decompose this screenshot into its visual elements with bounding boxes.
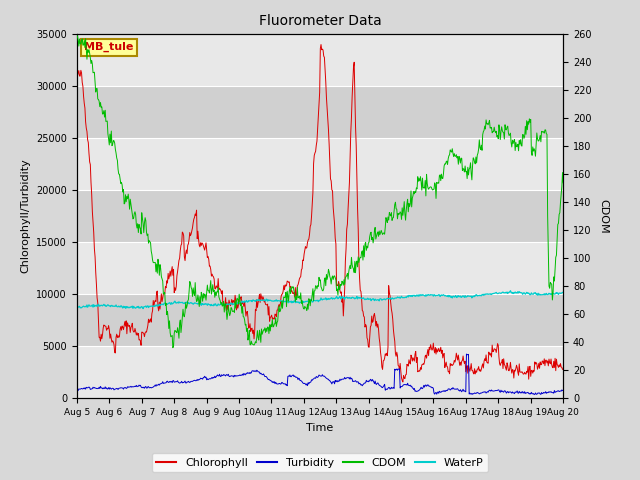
Title: Fluorometer Data: Fluorometer Data <box>259 14 381 28</box>
Bar <box>77 242 563 294</box>
Y-axis label: Chlorophyll/Turbidity: Chlorophyll/Turbidity <box>20 158 31 274</box>
Y-axis label: CDOM: CDOM <box>598 199 608 233</box>
Bar <box>77 138 563 190</box>
Bar <box>77 294 563 346</box>
X-axis label: Time: Time <box>307 423 333 432</box>
Bar <box>77 346 563 398</box>
Legend: Chlorophyll, Turbidity, CDOM, WaterP: Chlorophyll, Turbidity, CDOM, WaterP <box>152 453 488 472</box>
Text: MB_tule: MB_tule <box>84 42 134 52</box>
Bar <box>77 86 563 138</box>
Bar <box>77 190 563 242</box>
Bar <box>77 34 563 86</box>
